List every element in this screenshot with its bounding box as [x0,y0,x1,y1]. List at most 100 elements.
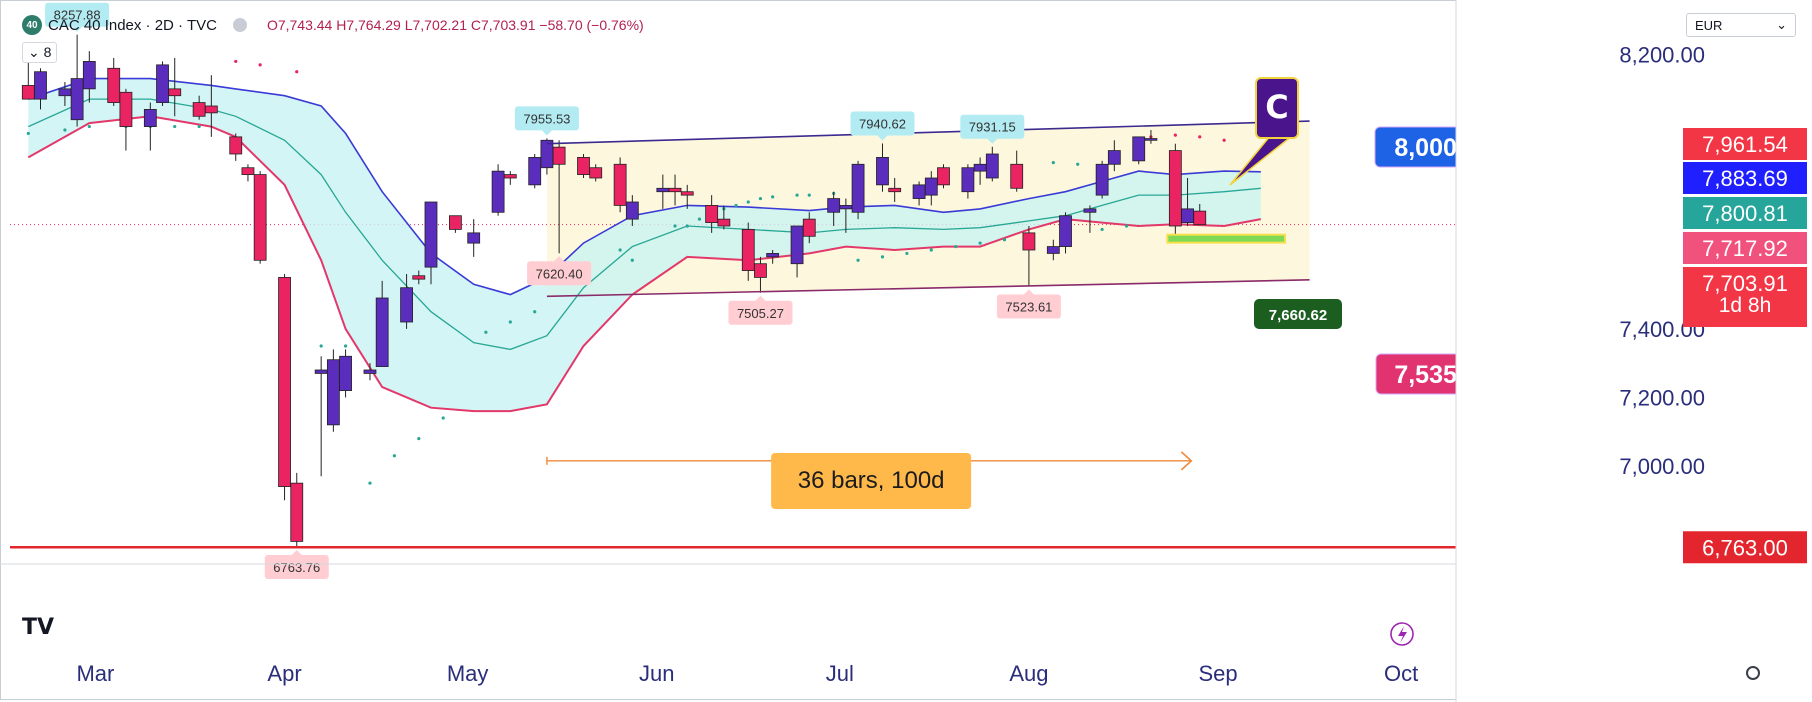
candle-body[interactable] [326,359,340,426]
candle-body[interactable] [1083,208,1097,213]
candle-body[interactable] [1181,208,1194,223]
candle-body[interactable] [985,153,999,179]
candle-body[interactable] [363,369,377,374]
candle-body[interactable] [503,174,517,179]
candle-body[interactable] [766,253,780,258]
candle-body[interactable] [412,275,426,280]
range-label-box[interactable] [771,453,972,509]
candle-body[interactable] [278,277,291,487]
candle-body[interactable] [912,184,926,199]
level-tag-box[interactable] [1254,299,1342,329]
candle-body[interactable] [1046,246,1060,254]
candle-body[interactable] [448,215,462,230]
high-label-box[interactable] [850,111,915,136]
candle-body[interactable] [973,163,987,172]
candle-body[interactable] [1193,210,1207,226]
candle-body[interactable] [400,287,413,323]
low-label-box[interactable] [728,300,793,325]
candle-body[interactable] [21,85,35,100]
candle-body[interactable] [339,355,352,391]
candle-body[interactable] [876,157,889,186]
candle-body[interactable] [314,369,328,374]
currency-select[interactable]: EUR ⌄ [1686,13,1796,37]
candle-body[interactable] [82,61,96,90]
candle-body[interactable] [827,198,841,213]
candle-body[interactable] [290,482,304,542]
candle-body[interactable] [1107,150,1121,165]
channel-upper-line[interactable] [546,120,1310,145]
price-scale-badge[interactable] [1683,232,1807,264]
candle-body[interactable] [924,177,938,196]
candle-body[interactable] [1095,163,1109,196]
high-label-box[interactable] [514,106,579,131]
candle-body[interactable] [58,88,72,97]
candle-body[interactable] [143,109,157,127]
candle-body[interactable] [70,78,84,121]
candle-body[interactable] [656,187,670,193]
candle-body[interactable] [119,91,133,127]
candle-body[interactable] [168,88,182,97]
lightning-icon[interactable] [1390,622,1414,646]
price-scale-badge[interactable] [1683,267,1807,327]
candle-body[interactable] [613,163,627,206]
candle-body[interactable] [839,205,853,210]
candle-body[interactable] [467,232,481,244]
candle-body[interactable] [1059,215,1072,247]
candle-body[interactable] [192,102,206,117]
price-scale-badge[interactable] [1683,162,1807,194]
indicators-toggle[interactable]: ⌄ 8 [22,42,58,63]
high-label-box[interactable] [45,2,110,27]
candle-body[interactable] [34,71,47,100]
candle-body[interactable] [375,297,389,367]
candle-body[interactable] [961,167,975,193]
candle-body[interactable] [1132,136,1146,162]
candle-body[interactable] [937,167,950,186]
tradingview-logo-icon[interactable]: TV [22,615,54,640]
candle-body[interactable] [589,167,603,179]
candle-body[interactable] [1168,150,1182,227]
candle-body[interactable] [107,67,121,103]
high-label-box[interactable] [960,114,1025,139]
market-status-icon[interactable] [232,18,247,32]
support-scale-badge[interactable] [1683,531,1807,564]
candle-body[interactable] [1022,232,1036,251]
price-scale-badge[interactable] [1683,197,1807,229]
candle-body[interactable] [741,229,755,271]
candle-body[interactable] [802,218,816,237]
currency-value: EUR [1695,17,1723,33]
candle-body[interactable] [577,157,590,175]
sar-dot [880,255,885,259]
candle-body[interactable] [754,263,767,278]
candle-body[interactable] [668,187,682,193]
candle-body[interactable] [1010,163,1024,189]
candle-body[interactable] [204,105,218,114]
candle-body[interactable] [424,201,438,268]
channel-lower-line[interactable] [546,279,1310,298]
candle-body[interactable] [625,201,639,220]
candle-body[interactable] [491,170,505,213]
price-scale-badge[interactable] [1683,128,1807,160]
candle-body[interactable] [552,146,566,165]
candle-body[interactable] [156,64,169,103]
candle-body[interactable] [717,218,731,227]
candle-body[interactable] [1144,138,1158,141]
wave-callout-box[interactable] [1255,77,1299,139]
symbol-title[interactable]: CAC 40 Index · 2D · TVC [48,16,217,34]
candle-body[interactable] [790,225,804,265]
candle-body[interactable] [229,136,243,155]
candle-body[interactable] [540,139,554,169]
low-label-box[interactable] [996,294,1061,319]
candle-body[interactable] [241,167,255,175]
candle-body[interactable] [888,187,902,193]
candle-body[interactable] [253,174,267,261]
gear-icon[interactable] [1746,666,1760,680]
candle-body[interactable] [705,205,719,223]
support-zone[interactable] [1166,233,1287,244]
candle-body[interactable] [851,163,865,213]
candle-body[interactable] [680,191,694,196]
indicator-count: 8 [43,44,52,60]
candle-body[interactable] [528,157,542,186]
low-label-box[interactable] [264,554,329,579]
low-label-box[interactable] [527,261,592,286]
